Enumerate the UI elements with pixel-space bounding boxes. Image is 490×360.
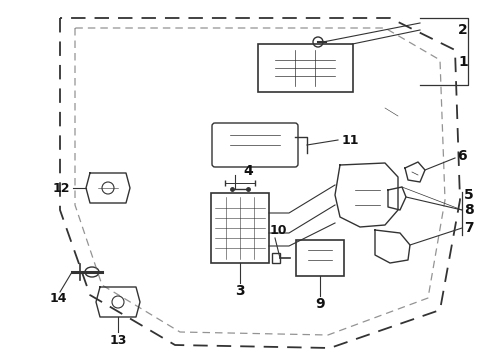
Text: 10: 10 xyxy=(269,224,287,237)
Text: 8: 8 xyxy=(464,203,474,217)
Text: 12: 12 xyxy=(52,181,70,194)
Bar xyxy=(211,193,269,263)
Bar xyxy=(272,253,280,263)
Text: 14: 14 xyxy=(49,292,67,305)
Text: 4: 4 xyxy=(243,164,253,178)
Text: 5: 5 xyxy=(464,188,474,202)
Text: 13: 13 xyxy=(109,333,127,346)
Text: 7: 7 xyxy=(464,221,474,235)
Text: 6: 6 xyxy=(457,149,466,163)
Text: 1: 1 xyxy=(458,55,468,69)
Text: 9: 9 xyxy=(315,297,325,311)
Text: 11: 11 xyxy=(342,134,360,147)
Bar xyxy=(258,44,352,92)
Bar xyxy=(296,240,344,276)
Text: 2: 2 xyxy=(458,23,468,37)
Text: 3: 3 xyxy=(235,284,245,298)
